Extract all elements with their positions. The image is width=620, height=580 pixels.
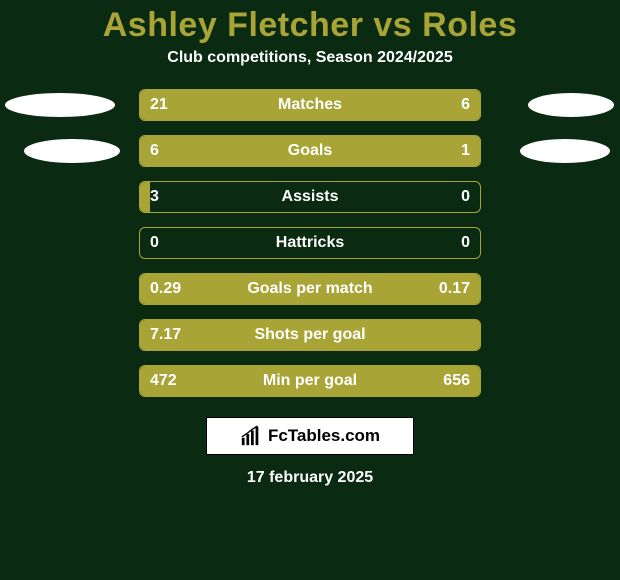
- value-left: 0: [150, 234, 159, 252]
- stat-label: Assists: [282, 188, 339, 206]
- player-marker-left: [24, 139, 120, 163]
- stat-bar: 0.29 0.17 Goals per match: [139, 273, 481, 305]
- stat-row: 0.29 0.17 Goals per match: [0, 273, 620, 305]
- stat-row: 0 0 Hattricks: [0, 227, 620, 259]
- stats-rows: 21 6 Matches 6 1 Goals 3 0 Assists 0 0 Hattricks 0.2…: [0, 89, 620, 397]
- fill-left: [140, 182, 150, 212]
- stat-label: Hattricks: [276, 234, 344, 252]
- stat-bar: 472 656 Min per goal: [139, 365, 481, 397]
- value-right: 0: [461, 188, 470, 206]
- stat-bar: 0 0 Hattricks: [139, 227, 481, 259]
- stat-label: Goals per match: [247, 280, 372, 298]
- stat-row: 7.17 Shots per goal: [0, 319, 620, 351]
- stat-label: Shots per goal: [254, 326, 365, 344]
- value-right: 6: [461, 96, 470, 114]
- content-root: Ashley Fletcher vs Roles Club competitio…: [0, 0, 620, 580]
- player-marker-right: [528, 93, 614, 117]
- chart-icon: [240, 425, 262, 447]
- date-label: 17 february 2025: [247, 469, 373, 487]
- stat-bar: 7.17 Shots per goal: [139, 319, 481, 351]
- value-left: 472: [150, 372, 177, 390]
- fctables-badge[interactable]: FcTables.com: [206, 417, 414, 455]
- value-right: 656: [443, 372, 470, 390]
- value-right: 0: [461, 234, 470, 252]
- stat-bar: 21 6 Matches: [139, 89, 481, 121]
- stat-label: Matches: [278, 96, 342, 114]
- value-left: 21: [150, 96, 168, 114]
- stat-row: 472 656 Min per goal: [0, 365, 620, 397]
- value-left: 0.29: [150, 280, 181, 298]
- value-right: 0.17: [439, 280, 470, 298]
- value-right: 1: [461, 142, 470, 160]
- page-title: Ashley Fletcher vs Roles: [103, 6, 518, 45]
- stat-label: Min per goal: [263, 372, 357, 390]
- stat-row: 3 0 Assists: [0, 181, 620, 213]
- value-left: 3: [150, 188, 159, 206]
- stat-row: 21 6 Matches: [0, 89, 620, 121]
- player-marker-right: [520, 139, 610, 163]
- badge-text: FcTables.com: [268, 426, 380, 446]
- value-left: 7.17: [150, 326, 181, 344]
- stat-row: 6 1 Goals: [0, 135, 620, 167]
- player-marker-left: [5, 93, 115, 117]
- stat-label: Goals: [288, 142, 332, 160]
- stat-bar: 6 1 Goals: [139, 135, 481, 167]
- subtitle: Club competitions, Season 2024/2025: [167, 49, 452, 67]
- value-left: 6: [150, 142, 159, 160]
- stat-bar: 3 0 Assists: [139, 181, 481, 213]
